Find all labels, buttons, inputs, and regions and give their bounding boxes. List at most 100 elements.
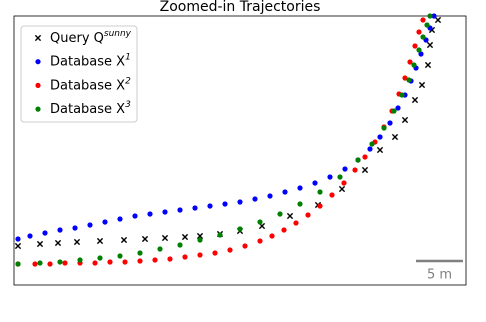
legend-label: Database X3 (50, 100, 131, 117)
point (407, 59, 413, 65)
point (97, 255, 103, 261)
point (420, 17, 426, 23)
legend-name: Database X (50, 54, 125, 69)
point (252, 196, 258, 202)
point (297, 185, 303, 191)
point (227, 247, 233, 253)
point (177, 242, 183, 248)
point (237, 199, 243, 205)
legend-label: Database X1 (50, 52, 131, 69)
point (416, 29, 422, 35)
legend-label: Database X2 (50, 76, 131, 93)
scale-bar-label: 5 m (427, 268, 452, 283)
point (277, 211, 283, 217)
point (222, 201, 228, 207)
point (297, 201, 303, 207)
legend-box (20, 25, 138, 123)
point (37, 260, 43, 266)
legend-marker (35, 82, 41, 88)
point (72, 225, 78, 231)
point (92, 260, 98, 266)
point (337, 174, 343, 180)
x-marker (361, 166, 369, 174)
point (412, 43, 418, 49)
x-marker (181, 233, 189, 241)
point (117, 216, 123, 222)
point (77, 257, 83, 263)
legend-superscript: 3 (125, 100, 131, 110)
point (257, 238, 263, 244)
point (207, 203, 213, 209)
point (317, 189, 323, 195)
point (197, 237, 203, 243)
point (87, 222, 93, 228)
point (402, 75, 408, 81)
point (377, 134, 383, 140)
point (282, 189, 288, 195)
point (395, 105, 401, 111)
x-marker (418, 81, 426, 89)
x-marker (424, 61, 432, 69)
point (162, 209, 168, 215)
point (117, 253, 123, 259)
point (137, 258, 143, 264)
point (212, 250, 218, 256)
legend-marker (35, 59, 41, 65)
point (32, 261, 38, 267)
x-marker (96, 237, 104, 245)
point (157, 246, 163, 252)
x-marker (401, 116, 409, 124)
point (27, 233, 33, 239)
point (167, 256, 173, 262)
point (152, 257, 158, 263)
point (312, 180, 318, 186)
point (381, 125, 387, 131)
x-marker (434, 16, 442, 24)
point (387, 120, 393, 126)
point (341, 180, 347, 186)
x-marker (426, 41, 434, 49)
point (102, 219, 108, 225)
point (406, 77, 412, 83)
x-marker (73, 238, 81, 246)
point (269, 233, 275, 239)
point (192, 205, 198, 211)
point (355, 157, 361, 163)
point (47, 261, 53, 267)
point (132, 213, 138, 219)
x-marker (196, 232, 204, 240)
x-marker (391, 133, 399, 141)
legend-name: Database X (50, 78, 125, 93)
x-marker (376, 146, 384, 154)
point (411, 62, 417, 68)
point (391, 108, 397, 114)
point (424, 22, 430, 28)
point (362, 154, 368, 160)
legend-name: Database X (50, 102, 125, 117)
chart-title: Zoomed-in Trajectories (160, 0, 321, 15)
point (137, 250, 143, 256)
point (197, 252, 203, 258)
point (257, 219, 263, 225)
point (182, 254, 188, 260)
point (293, 220, 299, 226)
point (342, 166, 348, 172)
x-marker (36, 240, 44, 248)
x-marker (286, 212, 294, 220)
legend-label: Query Qsunny (50, 29, 132, 46)
point (242, 243, 248, 249)
point (431, 13, 437, 19)
point (369, 141, 375, 147)
point (147, 211, 153, 217)
point (107, 259, 113, 265)
x-marker (120, 236, 128, 244)
point (317, 203, 323, 209)
plot-frame (13, 15, 467, 286)
x-marker (338, 185, 346, 193)
point (217, 232, 223, 238)
point (237, 226, 243, 232)
point (15, 236, 21, 242)
